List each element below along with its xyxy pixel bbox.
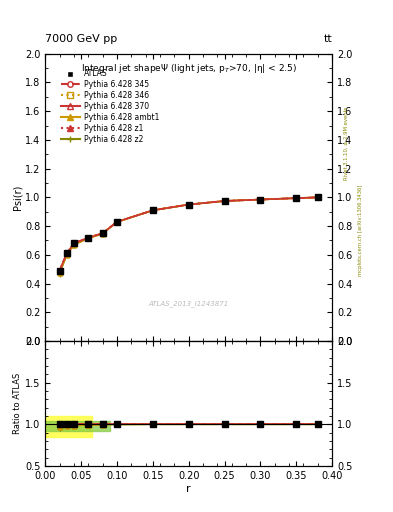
Text: ATLAS_2013_I1243871: ATLAS_2013_I1243871 <box>149 300 229 307</box>
Text: Integral jet shapeΨ (light jets, p$_T$>70, |η| < 2.5): Integral jet shapeΨ (light jets, p$_T$>7… <box>81 62 297 75</box>
X-axis label: r: r <box>186 483 191 494</box>
Y-axis label: Ratio to ATLAS: Ratio to ATLAS <box>13 373 22 434</box>
Text: Rivet 3.1.10, ≥ 2.9M events: Rivet 3.1.10, ≥ 2.9M events <box>344 106 349 180</box>
Text: tt: tt <box>323 33 332 44</box>
Y-axis label: Psi(r): Psi(r) <box>12 185 22 210</box>
Text: mcplots.cern.ch [arXiv:1306.3436]: mcplots.cern.ch [arXiv:1306.3436] <box>358 185 363 276</box>
Legend: ATLAS, Pythia 6.428 345, Pythia 6.428 346, Pythia 6.428 370, Pythia 6.428 ambt1,: ATLAS, Pythia 6.428 345, Pythia 6.428 34… <box>58 66 162 147</box>
Text: 7000 GeV pp: 7000 GeV pp <box>45 33 118 44</box>
